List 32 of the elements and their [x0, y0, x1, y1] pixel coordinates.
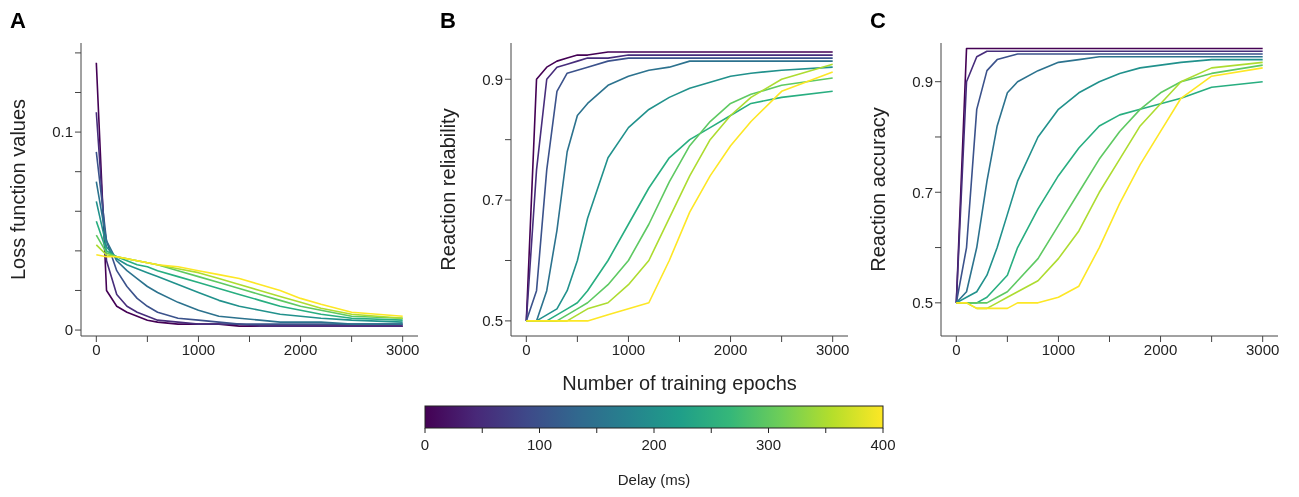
y-axis-title: Reaction accuracy	[867, 107, 890, 272]
y-tick-label: 0.9	[482, 70, 503, 88]
x-tick-label: 3000	[385, 340, 420, 358]
x-axis-title: Number of training epochs	[562, 372, 797, 394]
x-tick-label: 2000	[283, 340, 318, 358]
x-tick-label: 2000	[1143, 340, 1178, 358]
y-tick-label: 0.1	[52, 123, 73, 141]
y-tick-label: 0.5	[482, 312, 503, 330]
color-bar-label: 300	[755, 436, 782, 453]
x-tick-label: 3000	[815, 340, 850, 358]
x-tick-label: 1000	[1041, 340, 1076, 358]
x-tick-label: 2000	[713, 340, 748, 358]
y-axis-title: Reaction reliability	[437, 108, 460, 271]
color-bar-label: 100	[526, 436, 553, 453]
x-tick-label: 3000	[1245, 340, 1280, 358]
chart-title: C	[870, 8, 886, 34]
y-tick-label: 0.7	[482, 191, 503, 209]
color-bar-label: 0	[420, 436, 430, 453]
chart-title: B	[440, 8, 456, 34]
y-axis-title: Loss function values	[7, 98, 30, 281]
x-tick-label: 1000	[611, 340, 646, 358]
y-tick-label: 0.7	[912, 183, 933, 201]
x-tick-label: 0	[952, 340, 961, 358]
chart-title: A	[10, 8, 26, 34]
y-tick-label: 0.5	[912, 294, 933, 312]
y-tick-label: 0.9	[912, 73, 933, 91]
color-bar-label: 400	[870, 436, 896, 453]
x-tick-label: 0	[522, 340, 531, 358]
color-bar-label: 200	[641, 436, 667, 453]
x-tick-label: 1000	[181, 340, 216, 358]
x-tick-label: 0	[92, 340, 101, 358]
color-bar-title: Delay (ms)	[617, 471, 691, 488]
